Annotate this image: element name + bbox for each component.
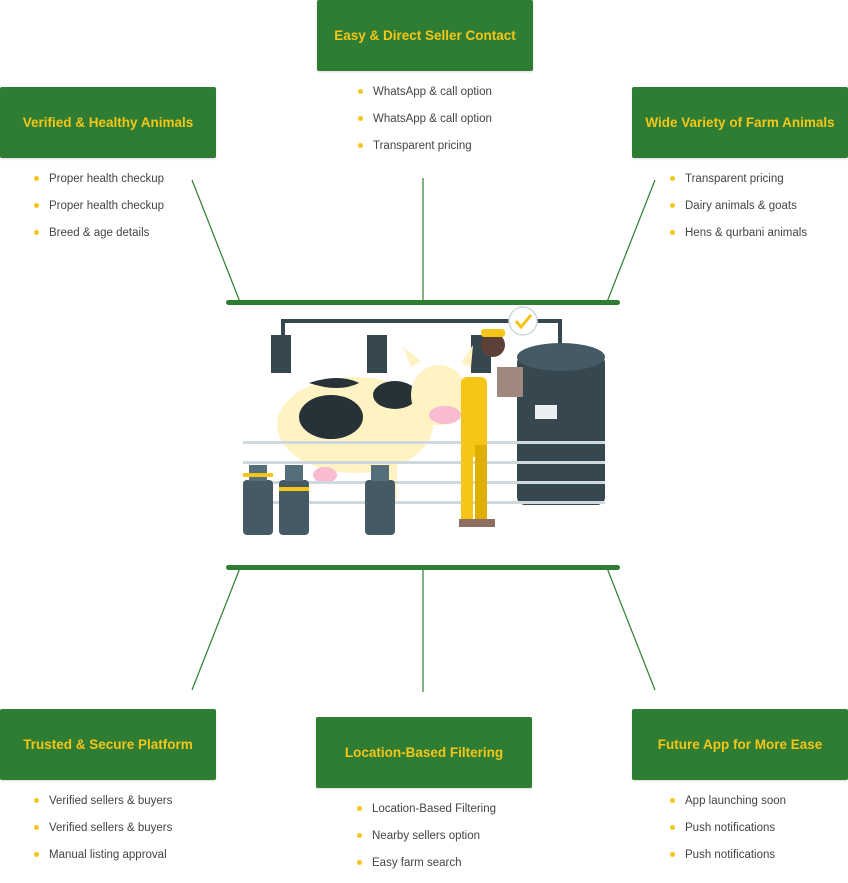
feature-card-location: Location-Based Filtering — [316, 717, 532, 788]
feature-card-future-app: Future App for More Ease — [632, 709, 848, 780]
list-item: Push notifications — [670, 821, 786, 848]
list-item: Transparent pricing — [670, 172, 807, 199]
list-item: Verified sellers & buyers — [34, 821, 172, 848]
list-item: Dairy animals & goats — [670, 199, 807, 226]
list-item: Push notifications — [670, 848, 786, 875]
feature-title: Trusted & Secure Platform — [23, 737, 193, 752]
feature-list-variety: Transparent pricing Dairy animals & goat… — [670, 172, 807, 253]
list-item: Breed & age details — [34, 226, 164, 253]
list-item: Easy farm search — [357, 856, 496, 883]
feature-list-seller-contact: WhatsApp & call option WhatsApp & call o… — [358, 85, 492, 166]
feature-list-healthy-animals: Proper health checkup Proper health chec… — [34, 172, 164, 253]
list-item: Verified sellers & buyers — [34, 794, 172, 821]
list-item: Proper health checkup — [34, 172, 164, 199]
list-item: Manual listing approval — [34, 848, 172, 875]
feature-card-healthy-animals: Verified & Healthy Animals — [0, 87, 216, 158]
feature-card-variety: Wide Variety of Farm Animals — [632, 87, 848, 158]
feature-title: Verified & Healthy Animals — [22, 115, 194, 130]
feature-card-seller-contact: Easy & Direct Seller Contact — [317, 0, 533, 71]
list-item: WhatsApp & call option — [358, 85, 492, 112]
feature-list-location: Location-Based Filtering Nearby sellers … — [357, 802, 496, 883]
feature-card-trusted: Trusted & Secure Platform — [0, 709, 216, 780]
feature-title: Wide Variety of Farm Animals — [645, 115, 835, 130]
feature-title: Easy & Direct Seller Contact — [334, 28, 516, 43]
list-item: Hens & qurbani animals — [670, 226, 807, 253]
list-item: App launching soon — [670, 794, 786, 821]
list-item: Transparent pricing — [358, 139, 492, 166]
list-item: Proper health checkup — [34, 199, 164, 226]
list-item: WhatsApp & call option — [358, 112, 492, 139]
feature-title: Future App for More Ease — [657, 737, 823, 752]
feature-list-future-app: App launching soon Push notifications Pu… — [670, 794, 786, 875]
feature-list-trusted: Verified sellers & buyers Verified selle… — [34, 794, 172, 875]
list-item: Nearby sellers option — [357, 829, 496, 856]
list-item: Location-Based Filtering — [357, 802, 496, 829]
dairy-farm-illustration — [235, 305, 615, 565]
feature-title: Location-Based Filtering — [344, 745, 504, 760]
